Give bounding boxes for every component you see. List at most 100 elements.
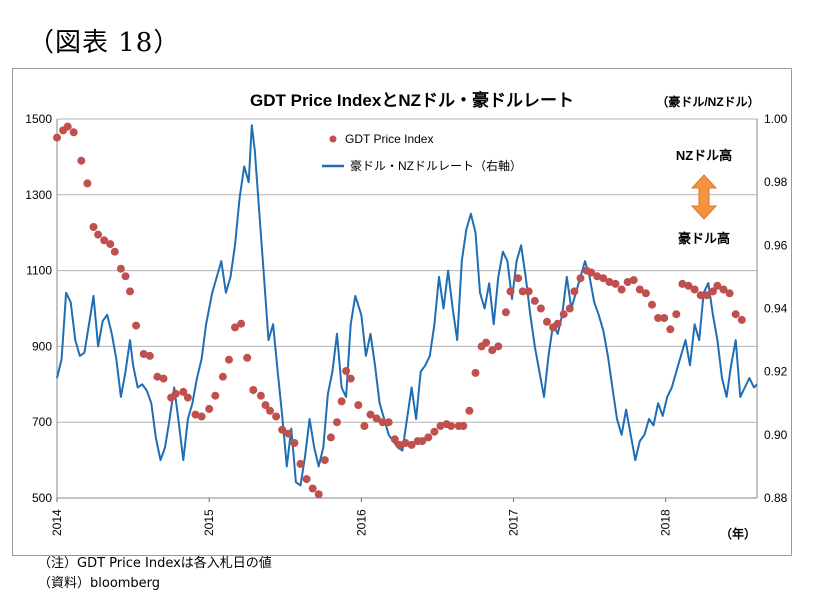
tick-labels: 500 700 900 1100 1300 1500 0.88 0.90 0.92 0.94 0.9… — [25, 112, 787, 536]
price-point — [211, 391, 220, 400]
price-point — [89, 223, 98, 231]
x-tick-label: 2016 — [354, 509, 368, 536]
price-point — [63, 122, 72, 131]
price-point — [536, 304, 545, 313]
left-tick-label: 1100 — [26, 264, 52, 278]
price-point — [629, 276, 638, 285]
price-point — [69, 128, 78, 137]
price-point — [559, 310, 568, 319]
price-point — [116, 264, 125, 273]
price-point — [702, 291, 711, 300]
price-point — [354, 401, 363, 410]
price-point — [77, 156, 86, 165]
price-point — [145, 351, 154, 360]
price-point — [153, 372, 162, 381]
right-tick-label: 0.96 — [764, 238, 788, 252]
x-tick-label: 2018 — [659, 509, 673, 536]
x-tick-label: 2015 — [202, 509, 216, 536]
price-point — [672, 310, 681, 319]
price-point — [407, 440, 416, 449]
price-point — [390, 435, 399, 444]
price-point — [243, 353, 252, 362]
price-point — [360, 422, 369, 430]
price-point — [599, 274, 608, 283]
price-point — [139, 350, 148, 358]
price-point — [488, 346, 497, 355]
price-point — [611, 279, 620, 288]
legend: GDT Price Index 豪ドル・NZドルレート（右軸） — [322, 132, 522, 173]
left-tick-label: 1300 — [25, 188, 52, 202]
right-tick-label: 0.90 — [764, 428, 788, 442]
price-point — [654, 314, 663, 322]
price-point — [459, 422, 468, 430]
left-tick-label: 700 — [32, 415, 52, 429]
price-point — [737, 315, 746, 324]
price-point — [401, 439, 410, 447]
right-tick-label: 0.98 — [764, 175, 788, 189]
price-point — [708, 287, 717, 296]
price-point — [110, 247, 119, 256]
price-point — [290, 439, 299, 447]
annotation-nz-high: NZドル高 — [676, 148, 732, 163]
price-point — [179, 387, 188, 396]
price-point — [231, 323, 239, 332]
price-point — [126, 287, 134, 296]
source-note: （資料）bloomberg — [38, 576, 161, 591]
price-point — [635, 285, 644, 294]
price-point — [430, 427, 439, 436]
price-point — [494, 342, 503, 351]
price-point — [605, 278, 614, 286]
price-point — [159, 374, 168, 383]
price-point — [218, 372, 227, 381]
x-axis-unit: （年） — [720, 526, 756, 541]
price-point — [553, 319, 562, 328]
price-point — [225, 355, 233, 364]
price-point — [617, 285, 626, 294]
right-tick-label: 0.88 — [764, 491, 788, 505]
right-tick-label: 1.00 — [764, 112, 788, 126]
price-point — [524, 287, 533, 296]
price-point — [53, 133, 61, 142]
chart-frame — [12, 68, 792, 556]
price-point — [465, 406, 474, 415]
price-point — [314, 490, 323, 499]
legend-label-fx: 豪ドル・NZドルレート（右軸） — [350, 158, 522, 173]
price-point — [514, 274, 523, 283]
price-point — [518, 287, 527, 296]
price-point — [593, 272, 602, 281]
price-point — [337, 397, 346, 406]
price-point — [471, 368, 480, 377]
price-point — [384, 418, 393, 427]
price-point — [191, 410, 200, 419]
price-point — [346, 374, 355, 383]
price-point — [237, 319, 246, 328]
legend-marker-price — [329, 135, 337, 143]
price-point — [725, 289, 734, 298]
price-point — [543, 317, 551, 326]
x-tick-label: 2014 — [50, 509, 64, 536]
price-point — [366, 410, 375, 419]
price-point — [333, 418, 341, 427]
price-point — [278, 425, 287, 434]
footnote: （注）GDT Price Indexは各入札日の値 — [38, 556, 272, 571]
price-point — [326, 433, 335, 442]
left-tick-label: 500 — [32, 491, 52, 505]
price-point — [308, 484, 317, 493]
price-point — [482, 338, 491, 347]
price-point — [266, 406, 274, 415]
price-point — [94, 230, 103, 239]
price-point — [678, 279, 687, 288]
price-point — [660, 314, 669, 322]
price-point — [272, 412, 281, 421]
double-arrow-icon — [690, 174, 718, 220]
price-point — [261, 401, 270, 410]
price-point — [576, 274, 585, 283]
price-point — [121, 272, 130, 281]
price-point — [570, 287, 579, 296]
price-point — [447, 422, 456, 430]
legend-label-price: GDT Price Index — [345, 132, 433, 146]
price-point — [205, 404, 214, 413]
price-point — [719, 285, 728, 294]
price-point — [296, 459, 305, 468]
